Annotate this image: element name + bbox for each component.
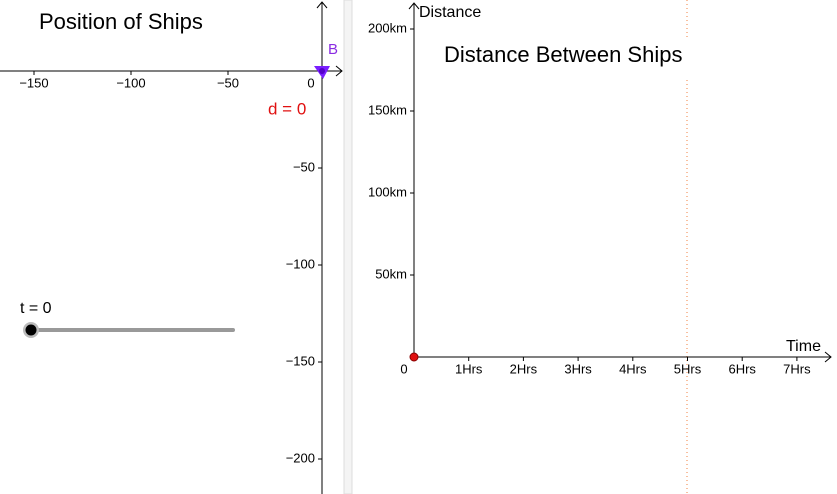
panel-divider	[343, 0, 353, 494]
x-tick-label: 7Hrs	[783, 361, 811, 376]
x-tick-label: 5Hrs	[674, 361, 702, 376]
y-tick-label: 100km	[368, 184, 407, 199]
origin-label: 0	[400, 361, 407, 376]
x-axis-arrow	[824, 351, 832, 363]
left-title: Position of Ships	[39, 9, 203, 34]
right-title: Distance Between Ships	[444, 42, 682, 67]
x-tick-label: −50	[217, 75, 239, 90]
x-tick-label: 1Hrs	[455, 361, 483, 376]
graphics-view-2[interactable]: Distance Time Distance Between Ships 0 1…	[368, 0, 832, 494]
x-tick-label: 6Hrs	[728, 361, 756, 376]
y-tick-label: 150km	[368, 102, 407, 117]
graphics-view-1[interactable]: Position of Ships d = 0 B t = 0 −150 −100…	[0, 1, 343, 494]
x-tick-label: 3Hrs	[564, 361, 592, 376]
x-tick-label: 4Hrs	[619, 361, 647, 376]
x-tick-label: −100	[116, 75, 145, 90]
y-axis-arrow	[408, 2, 420, 10]
distance-label: d = 0	[268, 99, 306, 118]
origin-point[interactable]	[409, 352, 419, 362]
slider-label: t = 0	[20, 300, 52, 317]
y-axis-arrow	[316, 1, 328, 9]
x-tick-label: −150	[19, 75, 48, 90]
slider-knob[interactable]	[25, 324, 37, 336]
point-label: B	[328, 41, 338, 58]
y-tick-label: −50	[293, 159, 315, 174]
x-axis-title: Time	[786, 338, 821, 355]
y-tick-label: −100	[286, 256, 315, 271]
x-tick-label: 2Hrs	[510, 361, 538, 376]
y-axis-title: Distance	[419, 4, 481, 21]
x-tick-label: 0	[307, 75, 314, 90]
x-axis-arrow	[335, 65, 343, 77]
y-tick-label: −200	[286, 450, 315, 465]
ship-point[interactable]	[319, 68, 325, 74]
y-tick-label: 50km	[375, 266, 407, 281]
y-tick-label: 200km	[368, 20, 407, 35]
y-tick-label: −150	[286, 353, 315, 368]
